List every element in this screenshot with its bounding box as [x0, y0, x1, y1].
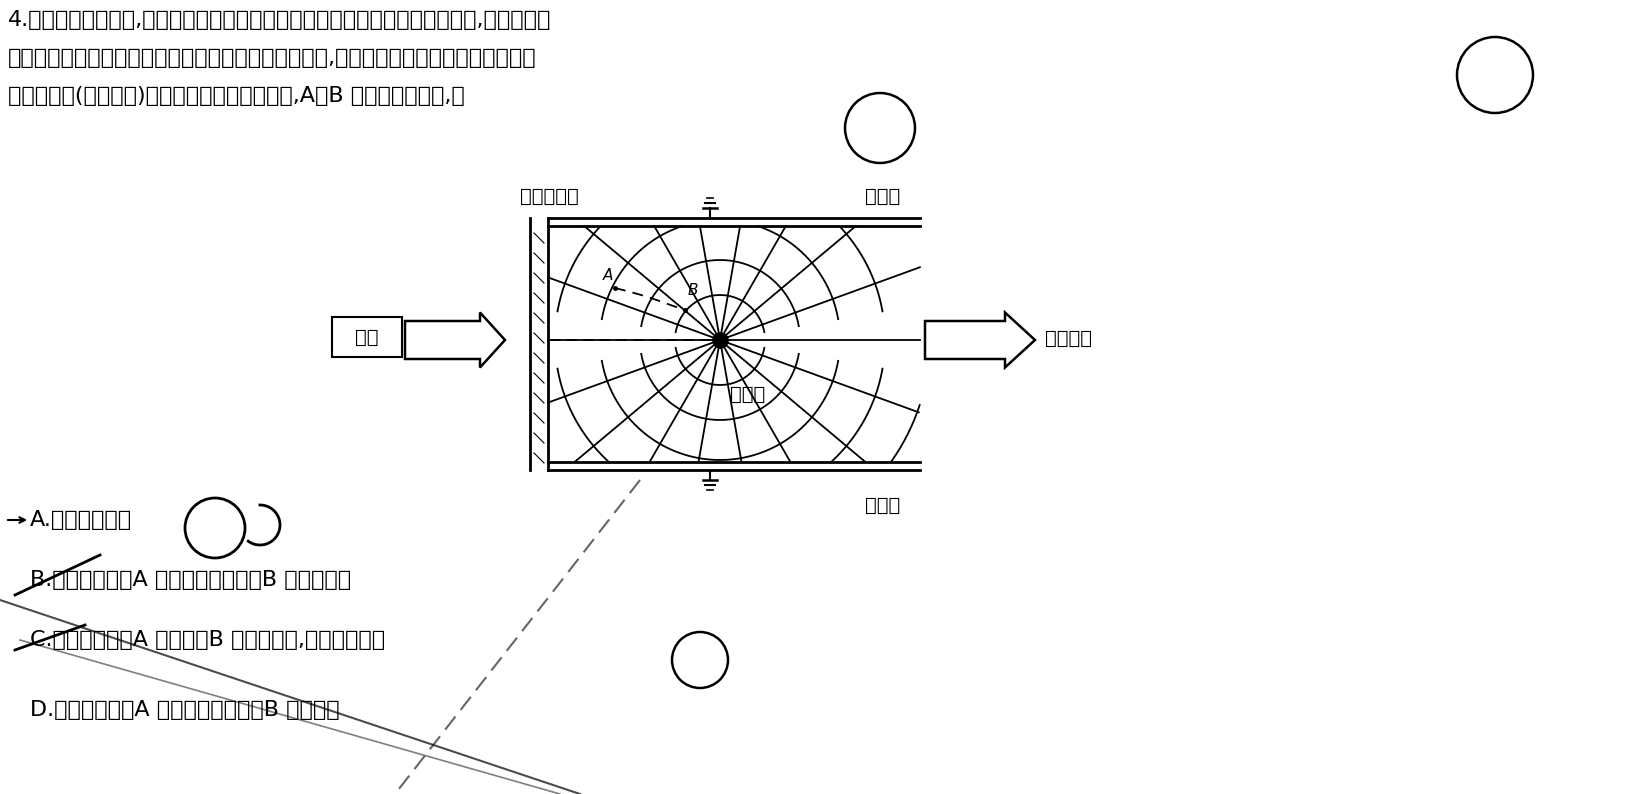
Text: C.该烟尘颗粒从A 点运动到B 点的过程中,电场力做正功: C.该烟尘颗粒从A 点运动到B 点的过程中,电场力做正功: [29, 630, 385, 650]
Text: A: A: [601, 268, 613, 283]
Text: 相平行的集尘极三部分构成。其简化工作原理如图所示,实线为电场线。假设虚线为某带负: 相平行的集尘极三部分构成。其简化工作原理如图所示,实线为电场线。假设虚线为某带负: [8, 48, 536, 68]
Text: 电烟尘颗粒(不计重力)在除尘装置中的运动轨迹,A、B 是轨迹中的两点,则: 电烟尘颗粒(不计重力)在除尘装置中的运动轨迹,A、B 是轨迹中的两点,则: [8, 86, 465, 106]
FancyArrow shape: [924, 313, 1035, 368]
Text: B: B: [688, 283, 698, 298]
FancyArrow shape: [404, 313, 505, 368]
Text: 洁净空气: 洁净空气: [1045, 329, 1092, 348]
Text: 集尘极: 集尘极: [864, 495, 900, 515]
Text: 机械过滤网: 机械过滤网: [520, 187, 579, 206]
Text: 4.为了改善空气环境,某热电厂引进了一套静电除尘系统。它主要由机械过滤网,放电极和互: 4.为了改善空气环境,某热电厂引进了一套静电除尘系统。它主要由机械过滤网,放电极…: [8, 10, 551, 30]
Text: D.该烟尘颗粒在A 点的动能大于它在B 点的动能: D.该烟尘颗粒在A 点的动能大于它在B 点的动能: [29, 700, 339, 720]
FancyBboxPatch shape: [333, 317, 401, 357]
Text: 集尘极: 集尘极: [864, 187, 900, 206]
Text: 废气: 废气: [355, 327, 378, 346]
Text: 放电极: 放电极: [730, 385, 764, 404]
Text: A.集尘极带负电: A.集尘极带负电: [29, 510, 132, 530]
Text: B.该烟尘颗粒在A 点的加速度小于在B 点的加速度: B.该烟尘颗粒在A 点的加速度小于在B 点的加速度: [29, 570, 350, 590]
